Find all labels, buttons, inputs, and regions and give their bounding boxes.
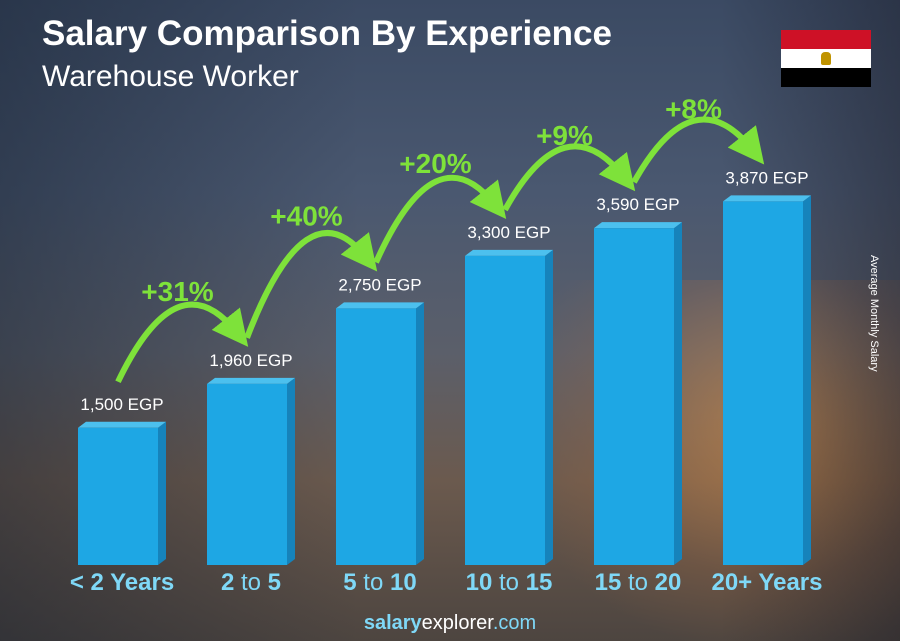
x-tick-label-part: < 2 Years [69, 569, 175, 596]
bar-side [416, 302, 424, 565]
x-tick-label: 2 to 5 [181, 569, 321, 597]
bar-side [158, 421, 166, 565]
change-arrow [115, 301, 249, 384]
change-label: +9% [536, 120, 593, 151]
change-arrow [502, 143, 636, 212]
x-tick-label-part: to [492, 569, 526, 596]
value-label: 3,870 EGP [725, 168, 808, 187]
bar [465, 255, 545, 565]
bar-top [207, 377, 295, 384]
x-tick-label-part: 20+ Years [711, 569, 823, 596]
x-tick-label-part: to [234, 569, 268, 596]
x-tick-label-part: 15 [525, 569, 553, 596]
bar-top [465, 249, 553, 256]
footer-brand[interactable]: salaryexplorer.com [0, 612, 900, 635]
bar [336, 308, 416, 565]
background-photo-glow [520, 280, 900, 641]
change-arrow [244, 229, 378, 339]
value-label: 2,750 EGP [338, 275, 421, 294]
change-label: +8% [665, 93, 722, 124]
bar-side [287, 377, 295, 565]
change-label: +20% [399, 148, 471, 179]
egypt-flag-icon [781, 30, 871, 87]
value-label: 1,500 EGP [80, 395, 163, 414]
x-tick-label: 20+ Years [697, 569, 837, 597]
x-tick-label: 15 to 20 [568, 569, 708, 597]
value-label: 1,960 EGP [209, 351, 292, 370]
bar-top [723, 195, 811, 202]
x-tick-label-part: 15 [594, 569, 622, 596]
x-tick-label-part: 5 [267, 569, 282, 596]
x-tick-label-part: 5 [343, 569, 357, 596]
value-label: 3,300 EGP [467, 223, 550, 242]
change-label: +31% [141, 276, 213, 307]
x-tick-label-part: 10 [390, 569, 417, 596]
chart-title: Salary Comparison By Experience [42, 14, 612, 53]
bar-top [336, 302, 424, 309]
x-tick-label: < 2 Years [52, 569, 192, 597]
brand-bold: salary [363, 612, 422, 634]
chart-subtitle: Warehouse Worker [42, 60, 299, 93]
x-tick-label-part: 20 [654, 569, 682, 596]
x-tick-label-part: to [356, 569, 390, 596]
x-tick-label-part: 2 [220, 569, 235, 596]
brand-regular: explorer [421, 612, 493, 634]
bar-top [594, 222, 682, 229]
change-arrow [631, 116, 765, 184]
x-tick-label: 5 to 10 [310, 569, 450, 597]
change-label: +40% [270, 200, 342, 231]
bar-side [674, 222, 682, 565]
brand-tld: .com [492, 612, 537, 634]
value-label: 3,590 EGP [596, 195, 679, 214]
x-tick-label: 10 to 15 [439, 569, 579, 597]
bar [723, 201, 803, 566]
change-arrow [373, 174, 507, 264]
bar [594, 228, 674, 565]
x-tick-label-part: to [621, 569, 655, 596]
bar-side [545, 249, 553, 565]
x-tick-label-part: 10 [465, 569, 493, 596]
bar [207, 383, 287, 565]
bar [78, 427, 158, 565]
bar-top [78, 421, 166, 428]
bar-side [803, 195, 811, 566]
